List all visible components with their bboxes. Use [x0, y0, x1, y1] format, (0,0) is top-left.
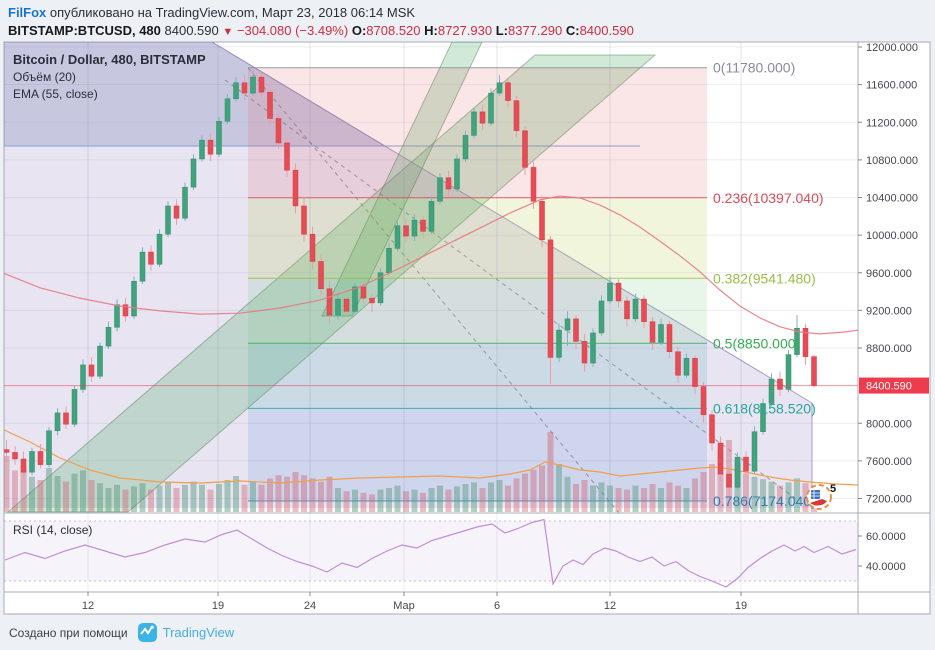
svg-text:10000.000: 10000.000 — [866, 230, 918, 242]
open-label: O: — [351, 23, 367, 38]
chart-canvas[interactable]: 0(11780.000) 0.236(10397.040) 0.382(9541.4… — [0, 0, 935, 615]
high-label: H: — [424, 23, 438, 38]
last-price-badge — [859, 377, 929, 394]
ohlc-line: BITSTAMP:BTCUSD, 480 8400.590 ▼ −304.080… — [8, 22, 928, 41]
svg-text:60.0000: 60.0000 — [866, 531, 906, 543]
tradingview-brand-link[interactable]: TradingView — [162, 625, 235, 640]
time-axis[interactable]: 12 19 24 Мар 6 12 19 — [82, 592, 747, 612]
created-with-text: Создано при помощи — [9, 625, 128, 640]
tradingview-logo-icon[interactable] — [137, 623, 157, 642]
high-value: 8727.930 — [437, 23, 493, 38]
low-label: L: — [495, 23, 508, 38]
main-pane[interactable]: 0(11780.000) 0.236(10397.040) 0.382(9541.4… — [0, 42, 858, 513]
svg-text:Мар: Мар — [393, 600, 415, 612]
svg-text:9600.000: 9600.000 — [866, 268, 912, 280]
price-gridlines — [4, 46, 858, 499]
svg-text:6: 6 — [494, 600, 500, 612]
svg-text:12: 12 — [82, 600, 94, 612]
svg-text:0(11780.000): 0(11780.000) — [713, 60, 795, 76]
marker-count: 5 — [830, 483, 836, 495]
candles-layer — [4, 70, 817, 495]
ideas-marker[interactable]: 5 — [806, 483, 836, 510]
svg-text:0.786(7174.040): 0.786(7174.040) — [713, 493, 816, 509]
svg-text:0.5(8850.000): 0.5(8850.000) — [713, 335, 800, 351]
price-axis[interactable]: 12000.000 11600.000 11200.000 10800.000 1040… — [858, 42, 929, 573]
low-value: 8377.290 — [508, 23, 563, 38]
drawings-layer[interactable] — [0, 42, 813, 513]
svg-text:0.236(10397.040): 0.236(10397.040) — [713, 190, 824, 206]
svg-text:12000.000: 12000.000 — [866, 42, 918, 54]
price-change: −304.080 (−3.49%) — [236, 23, 349, 38]
svg-text:24: 24 — [304, 600, 316, 612]
time-gridlines — [87, 42, 742, 592]
rsi-line — [4, 518, 857, 588]
credit-text: опубликовано на TradingView.com, Март 23… — [46, 5, 416, 20]
svg-text:40.0000: 40.0000 — [866, 561, 906, 573]
ema-line — [4, 195, 858, 335]
svg-text:7600.000: 7600.000 — [866, 456, 912, 468]
fib-retracement[interactable] — [248, 67, 707, 502]
svg-text:11200.000: 11200.000 — [866, 117, 917, 129]
footer-bar: Создано при помощи TradingView — [0, 615, 935, 650]
fib-labels: 0(11780.000) 0.236(10397.040) 0.382(9541.4… — [713, 60, 824, 509]
header: FilFox опубликовано на TradingView.com, … — [8, 4, 928, 41]
svg-text:8000.000: 8000.000 — [866, 418, 912, 430]
svg-text:8400.590: 8400.590 — [866, 381, 912, 393]
rsi-pane[interactable] — [4, 518, 858, 588]
symbol-label[interactable]: BITSTAMP:BTCUSD, 480 — [8, 23, 161, 38]
svg-text:19: 19 — [212, 600, 224, 612]
username[interactable]: FilFox — [8, 5, 47, 20]
svg-text:7200.000: 7200.000 — [866, 494, 912, 506]
svg-text:9200.000: 9200.000 — [866, 305, 912, 317]
down-arrow-icon: ▼ — [222, 26, 234, 38]
credit-line: FilFox опубликовано на TradingView.com, … — [8, 4, 928, 22]
last-price: 8400.590 — [164, 23, 219, 38]
svg-text:12: 12 — [604, 600, 616, 612]
open-value: 8708.520 — [366, 23, 421, 38]
svg-text:0.382(9541.480): 0.382(9541.480) — [713, 270, 816, 286]
svg-text:8800.000: 8800.000 — [866, 343, 912, 355]
svg-text:19: 19 — [735, 600, 747, 612]
svg-text:10400.000: 10400.000 — [866, 193, 918, 205]
close-value: 8400.590 — [579, 23, 634, 38]
svg-text:11600.000: 11600.000 — [866, 80, 917, 92]
close-label: C: — [565, 23, 580, 38]
svg-text:10800.000: 10800.000 — [866, 155, 918, 167]
svg-text:0.618(8158.520): 0.618(8158.520) — [713, 400, 816, 416]
volume-ma-line — [4, 429, 858, 486]
